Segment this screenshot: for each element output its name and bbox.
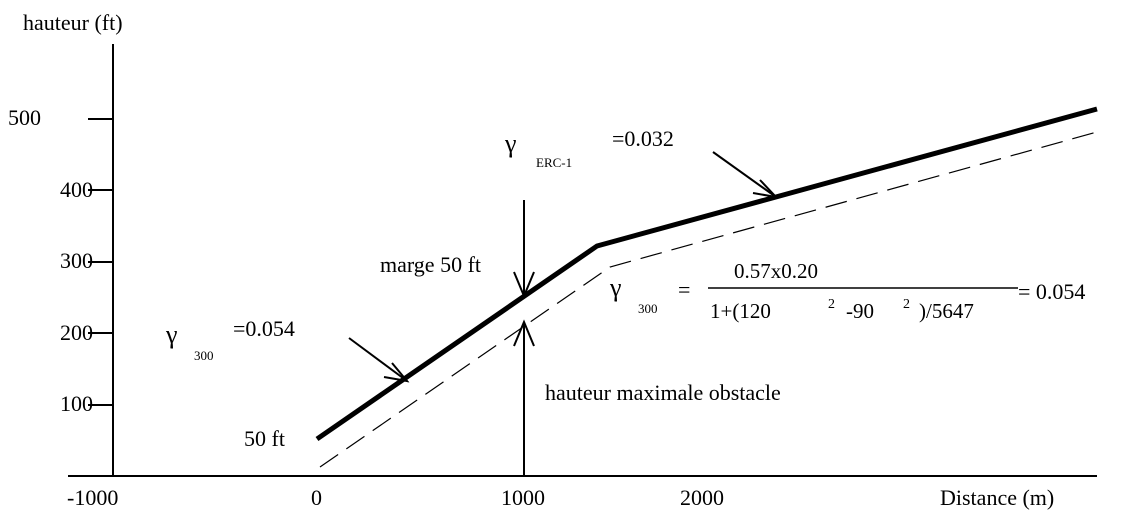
margin-arrows	[513, 200, 535, 476]
margin-arrow-down-head	[513, 271, 535, 299]
y-tick-label-300: 300	[60, 248, 93, 273]
gerc-pointer-head	[752, 179, 779, 199]
margin-label: marge 50 ft	[380, 252, 481, 277]
gamma-symbol: γ	[165, 320, 178, 349]
y-axis-title: hauteur (ft)	[23, 10, 123, 35]
obstacle-label: hauteur maximale obstacle	[545, 380, 781, 405]
y-tick-label-400: 400	[60, 177, 93, 202]
x-tick-label-minus1000: -1000	[67, 485, 118, 510]
formula-numerator: 0.57x0.20	[734, 259, 818, 283]
climb-path-line	[315, 106, 1098, 442]
formula-exponent-1: 2	[828, 297, 835, 312]
formula-exponent-2: 2	[903, 297, 910, 312]
y-tick-label-100: 100	[60, 391, 93, 416]
formula-gamma-symbol: γ	[609, 273, 622, 302]
formula-result: = 0.054	[1018, 279, 1085, 304]
formula-gamma-subscript: 300	[638, 301, 658, 316]
x-axis-title: Distance (m)	[940, 485, 1054, 510]
gradient-value: =0.032	[612, 126, 674, 151]
y-tick-label-200: 200	[60, 320, 93, 345]
x-tick-label-2000: 2000	[680, 485, 724, 510]
formula-denominator-a: 1+(120	[710, 299, 771, 323]
gradient-value: =0.054	[233, 316, 295, 341]
gradient-erc-label: γ ERC-1 =0.032	[504, 126, 674, 170]
gamma-symbol: γ	[504, 129, 517, 158]
formula-equals: =	[678, 277, 690, 302]
start-height-label: 50 ft	[244, 426, 285, 451]
y-tick-label-500: 500	[8, 105, 41, 130]
x-tick-label-0: 0	[311, 485, 322, 510]
g300-pointer-head	[383, 362, 410, 383]
gradient-pointers	[348, 151, 779, 383]
obstacle-arrow-up-head	[513, 319, 535, 347]
g300-pointer-shaft	[348, 337, 408, 382]
gamma-subscript: 300	[194, 348, 214, 363]
x-tick-label-1000: 1000	[501, 485, 545, 510]
gerc-pointer-shaft	[712, 151, 777, 198]
gradient-300-label: γ 300 =0.054	[165, 316, 295, 363]
formula-denominator-c: )/5647	[919, 299, 974, 323]
axes	[68, 44, 1097, 477]
gamma-subscript: ERC-1	[536, 155, 572, 170]
formula-denominator-b: -90	[846, 299, 874, 323]
gradient-formula: γ 300 = 0.57x0.20 1+(120 2 -90 2 )/5647 …	[609, 259, 1085, 323]
obstacle-clearance-dashed-line	[319, 131, 1098, 468]
